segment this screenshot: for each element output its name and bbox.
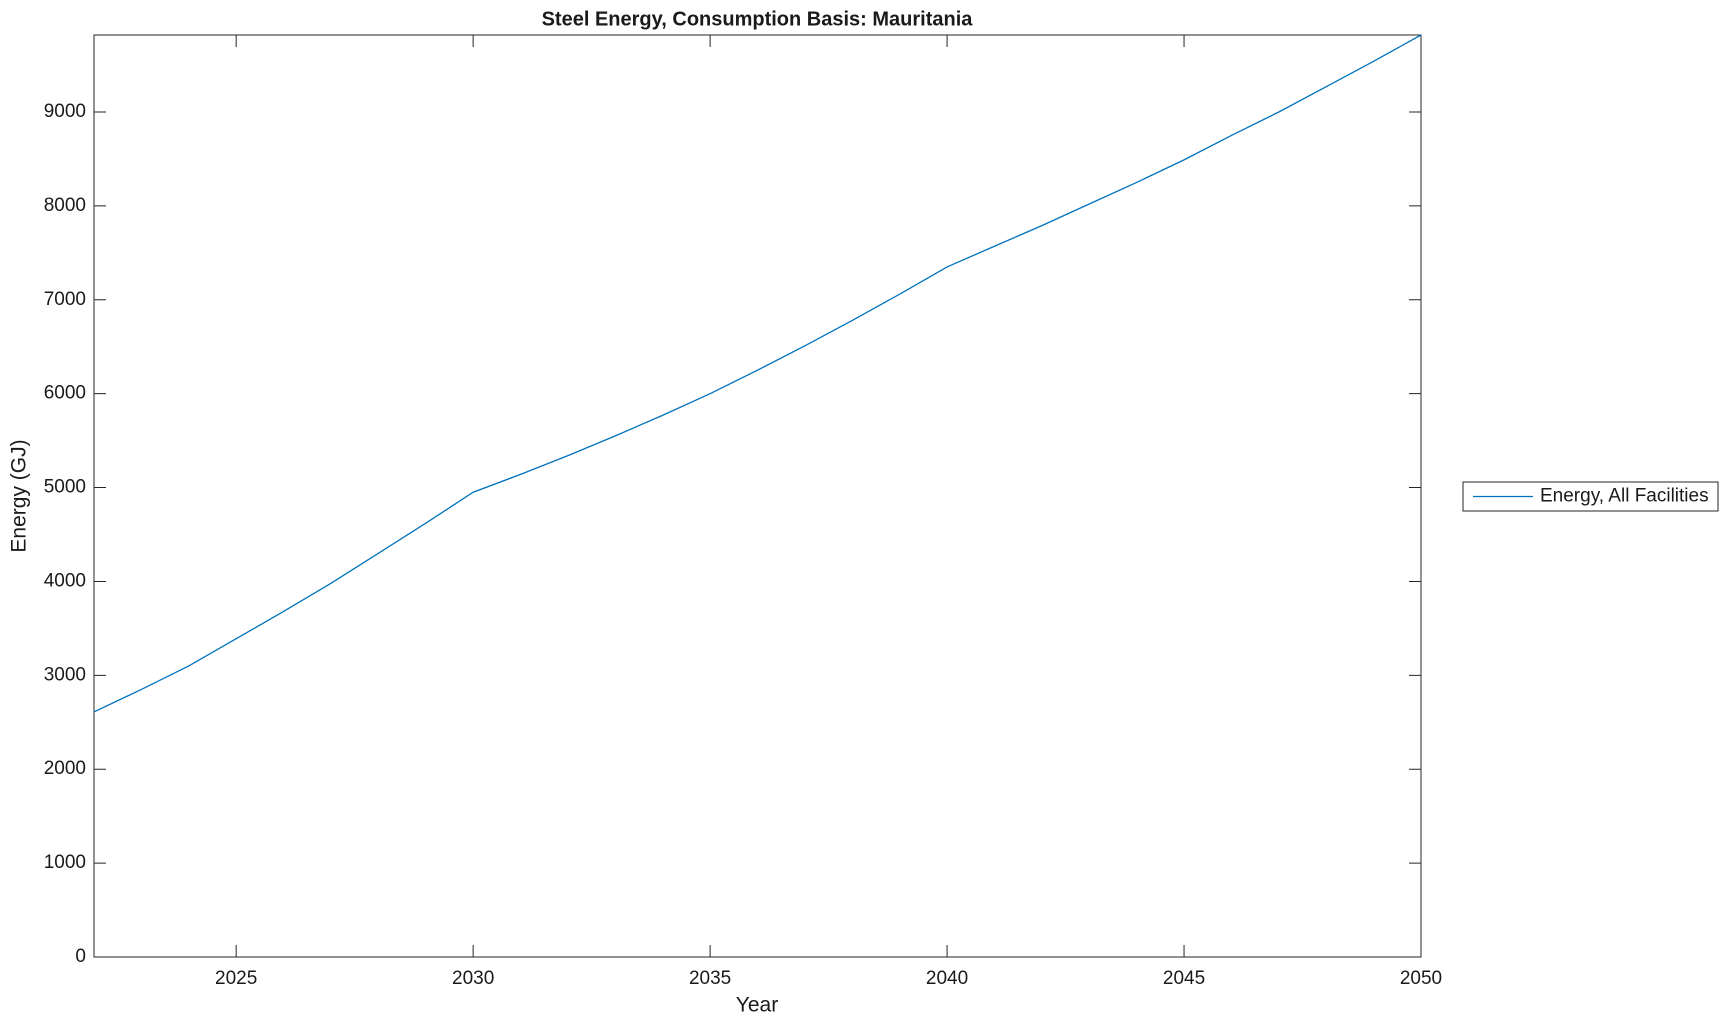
- y-tick-label: 1000: [44, 852, 86, 873]
- x-tick-label: 2030: [452, 968, 494, 989]
- y-axis-label: Energy (GJ): [8, 439, 31, 552]
- y-tick-label: 4000: [44, 570, 86, 591]
- plot-frame: [93, 34, 1422, 958]
- y-tick-label: 2000: [44, 758, 86, 779]
- x-tick-label: 2025: [215, 968, 257, 989]
- x-tick-label: 2035: [689, 968, 731, 989]
- x-tick-label: 2050: [1400, 968, 1442, 989]
- x-axis-label: Year: [736, 994, 778, 1017]
- y-tick-label: 9000: [44, 101, 86, 122]
- y-tick-label: 7000: [44, 289, 86, 310]
- legend-label: Energy, All Facilities: [1540, 486, 1709, 507]
- x-tick-label: 2045: [1163, 968, 1205, 989]
- y-tick-label: 6000: [44, 383, 86, 404]
- y-tick-label: 5000: [44, 477, 86, 498]
- y-tick-label: 0: [75, 946, 86, 967]
- chart-title: Steel Energy, Consumption Basis: Maurita…: [542, 8, 974, 30]
- y-tick-label: 8000: [44, 195, 86, 216]
- y-tick-label: 3000: [44, 664, 86, 685]
- data-line: [93, 34, 1422, 713]
- x-tick-label: 2040: [926, 968, 968, 989]
